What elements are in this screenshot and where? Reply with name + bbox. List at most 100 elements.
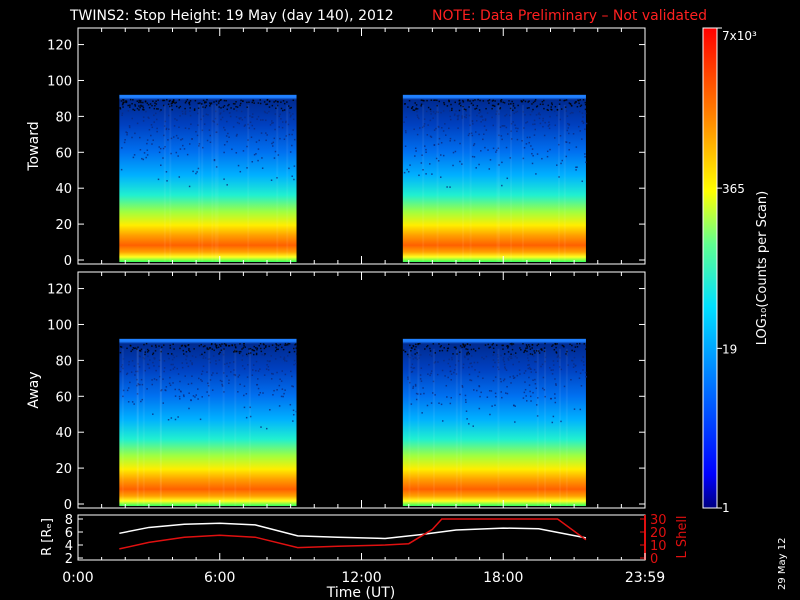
- speckle: [191, 375, 193, 377]
- speckle: [211, 389, 214, 391]
- speckle: [512, 353, 515, 356]
- speckle: [436, 373, 439, 376]
- speckle: [264, 353, 266, 355]
- speckle: [268, 106, 271, 108]
- speckle: [265, 119, 267, 122]
- speckle: [491, 116, 493, 119]
- speckle: [265, 345, 267, 347]
- speckle: [191, 362, 193, 364]
- speckle: [577, 99, 579, 101]
- speckle: [292, 118, 295, 121]
- speckle: [439, 154, 442, 156]
- speckle: [155, 379, 158, 381]
- speckle: [277, 344, 280, 347]
- speckle: [274, 113, 277, 115]
- lshell-ylabel: L Shell: [675, 515, 690, 558]
- speckle: [519, 373, 521, 375]
- speckle: [246, 106, 248, 108]
- speckle: [454, 364, 457, 366]
- speckle: [149, 359, 151, 361]
- speckle: [274, 100, 277, 102]
- speckle: [293, 165, 296, 167]
- speckle: [151, 383, 154, 386]
- speckle: [413, 109, 416, 112]
- speckle: [188, 103, 191, 106]
- speckle: [272, 373, 274, 375]
- speckle: [293, 359, 296, 362]
- speckle: [131, 360, 134, 362]
- speckle: [457, 127, 459, 129]
- speckle: [483, 133, 485, 135]
- streak: [536, 348, 539, 506]
- speckle: [560, 420, 562, 423]
- speckle: [534, 378, 536, 381]
- speckle: [495, 395, 497, 398]
- speckle: [175, 101, 178, 104]
- speckle: [142, 158, 145, 161]
- speckle: [458, 99, 461, 102]
- speckle: [285, 344, 288, 346]
- speckle: [255, 353, 258, 356]
- speckle: [566, 129, 569, 132]
- speckle: [236, 106, 239, 108]
- speckle: [284, 344, 286, 346]
- speckle: [223, 363, 226, 365]
- speckle: [429, 108, 432, 111]
- speckle: [190, 123, 192, 125]
- speckle: [157, 99, 159, 101]
- speckle: [261, 157, 263, 159]
- speckle: [139, 349, 141, 352]
- speckle: [266, 103, 269, 105]
- speckle: [528, 376, 530, 379]
- ytick-label: 2: [65, 552, 73, 567]
- speckle: [132, 99, 134, 101]
- speckle: [474, 99, 476, 101]
- speckle: [438, 402, 440, 404]
- speckle: [497, 103, 500, 105]
- speckle: [463, 108, 466, 110]
- speckle: [498, 164, 500, 166]
- speckle: [261, 353, 263, 356]
- speckle: [188, 185, 191, 188]
- speckle: [507, 351, 510, 353]
- speckle: [276, 177, 278, 179]
- speckle: [566, 115, 569, 117]
- speckle: [274, 350, 277, 352]
- speckle: [474, 350, 477, 352]
- speckle: [526, 400, 528, 402]
- speckle: [132, 108, 134, 111]
- away-ylabel: Away: [26, 371, 42, 408]
- speckle: [154, 357, 156, 360]
- speckle: [510, 103, 512, 105]
- speckle: [135, 370, 137, 373]
- speckle: [286, 101, 288, 103]
- radius-series-line: [119, 522, 587, 540]
- speckle: [182, 144, 184, 147]
- speckle: [242, 347, 245, 349]
- speckle: [470, 132, 473, 134]
- speckle: [292, 113, 294, 115]
- ytick-label: 4: [65, 539, 73, 554]
- speckle: [563, 345, 565, 348]
- speckle: [219, 113, 221, 115]
- speckle: [461, 115, 463, 117]
- speckle: [272, 145, 274, 147]
- speckle: [260, 132, 263, 134]
- speckle: [238, 374, 241, 376]
- speckle: [228, 379, 230, 382]
- speckle: [220, 118, 222, 121]
- streak: [234, 348, 237, 506]
- speckle: [189, 350, 191, 353]
- speckle: [177, 373, 180, 375]
- speckle: [492, 104, 495, 107]
- speckle: [140, 400, 142, 403]
- speckle: [421, 126, 424, 129]
- speckle: [201, 129, 204, 132]
- speckle: [505, 146, 508, 149]
- speckle: [282, 109, 284, 112]
- speckle: [584, 108, 587, 111]
- streak: [159, 348, 162, 506]
- speckle: [175, 355, 178, 357]
